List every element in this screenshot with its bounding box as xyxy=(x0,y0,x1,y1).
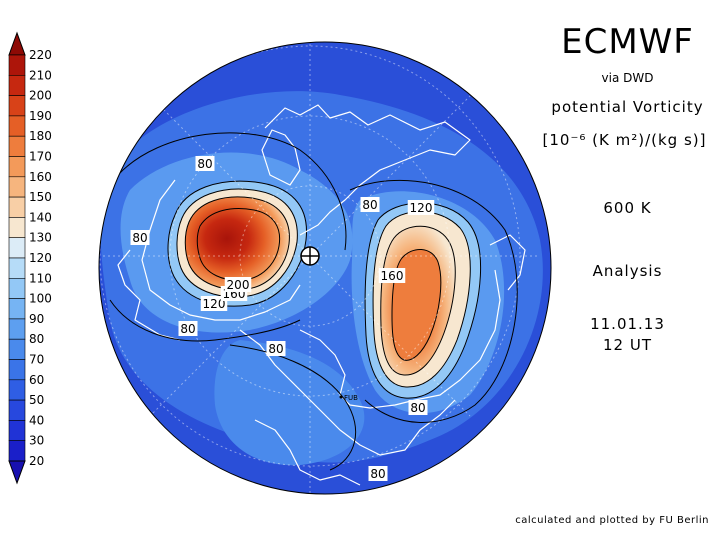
vortex-west-core xyxy=(184,196,290,291)
colorbar-tick-label: 60 xyxy=(29,373,44,387)
contour-label: 160 xyxy=(378,268,406,283)
time-label: 12 UT xyxy=(603,336,652,354)
colorbar-tick-label: 190 xyxy=(29,109,52,123)
station-marker: FUB xyxy=(339,394,358,402)
colorbar-tick-label: 150 xyxy=(29,190,52,204)
svg-text:120: 120 xyxy=(410,201,433,215)
contour-label: 80 xyxy=(195,156,215,171)
colorbar-under-arrow xyxy=(8,460,26,485)
colorbar-tick-label: 180 xyxy=(29,129,52,143)
colorbar-tick-label: 160 xyxy=(29,170,52,184)
colorbar-swatches xyxy=(8,31,26,485)
contour-label: 80 xyxy=(360,197,380,212)
colorbar-tick-labels: 220 210 200 190 180 170 160 150 140 130 120 110 100 9… xyxy=(29,48,52,468)
coastline-asia xyxy=(299,269,501,409)
colorbar-tick-label: 120 xyxy=(29,251,52,265)
svg-text:80: 80 xyxy=(180,322,195,336)
svg-text:80: 80 xyxy=(197,157,212,171)
colorbar-tick-label: 40 xyxy=(29,413,44,427)
coastline-north-america xyxy=(264,104,471,236)
contour-80 xyxy=(109,132,518,471)
date-label: 11.01.13 xyxy=(590,315,665,333)
colorbar-tick-label: 70 xyxy=(29,353,44,367)
colorbar-tick-label: 210 xyxy=(29,68,52,82)
graticule xyxy=(99,42,540,494)
contour-label: 80 xyxy=(408,400,428,415)
contour-label: 120 xyxy=(407,200,435,215)
contour-label: 80 xyxy=(368,466,388,481)
svg-text:80: 80 xyxy=(370,467,385,481)
colorbar-tick-label: 140 xyxy=(29,210,52,224)
coastline-greenland xyxy=(261,129,301,186)
colorbar-tick-label: 90 xyxy=(29,312,44,326)
contour-label: 80 xyxy=(178,321,198,336)
units-label: [10⁻⁶ (K m²)/(kg s)] xyxy=(542,131,707,149)
colorbar-tick-label: 100 xyxy=(29,292,52,306)
map-border xyxy=(98,41,552,495)
colorbar-tick-label: 220 xyxy=(29,48,52,62)
station-label: FUB xyxy=(344,394,358,402)
colorbar: 220 210 200 190 180 170 160 150 140 130 120 110 100 9… xyxy=(8,31,52,485)
svg-text:120: 120 xyxy=(203,297,226,311)
chart-title: ECMWF xyxy=(561,22,694,62)
coastline-mediterranean xyxy=(254,419,361,486)
coastline-pacific xyxy=(489,234,526,291)
source-subtitle: via DWD xyxy=(601,71,654,85)
colorbar-tick-label: 130 xyxy=(29,231,52,245)
colorbar-tick-label: 20 xyxy=(29,454,44,468)
credit-label: calculated and plotted by FU Berlin xyxy=(515,515,709,526)
colorbar-tick-label: 50 xyxy=(29,393,44,407)
crosshair-circle-icon xyxy=(300,246,320,266)
svg-text:200: 200 xyxy=(227,278,250,292)
level-label: 600 K xyxy=(603,199,652,217)
pv-field-band-south xyxy=(214,340,365,466)
svg-text:80: 80 xyxy=(268,342,283,356)
svg-text:160: 160 xyxy=(381,269,404,283)
contour-label: 200 xyxy=(224,277,252,292)
colorbar-tick-label: 170 xyxy=(29,150,52,164)
product-label: Analysis xyxy=(592,262,663,280)
svg-text:80: 80 xyxy=(132,231,147,245)
contour-label: 80 xyxy=(266,341,286,356)
colorbar-tick-label: 200 xyxy=(29,89,52,103)
coastlines xyxy=(117,104,526,486)
colorbar-tick-label: 110 xyxy=(29,271,52,285)
contour-label: 80 xyxy=(130,230,150,245)
colorbar-tick-label: 80 xyxy=(29,332,44,346)
svg-text:80: 80 xyxy=(410,401,425,415)
colorbar-tick-label: 30 xyxy=(29,434,44,448)
coastline-eurasia-west xyxy=(141,179,301,321)
contour-label: 120 xyxy=(200,296,228,311)
coastline-eurasia-south xyxy=(239,329,456,456)
vortex-west-200 xyxy=(196,208,281,281)
quantity-label: potential Vorticity xyxy=(551,98,704,116)
svg-text:80: 80 xyxy=(362,198,377,212)
